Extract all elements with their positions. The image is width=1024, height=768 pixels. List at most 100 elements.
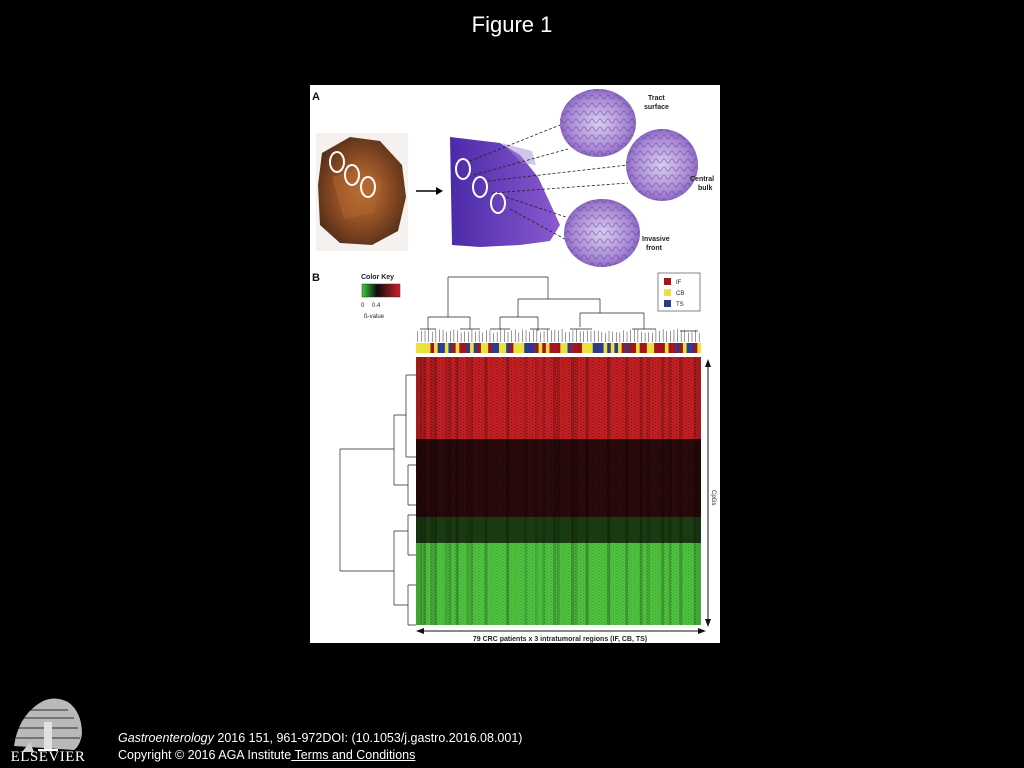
- invasive-front-slide: [564, 199, 640, 267]
- region-cell: [426, 343, 431, 353]
- region-cell: [423, 343, 428, 353]
- region-cell: [589, 343, 593, 353]
- region-cell: [542, 343, 547, 353]
- footer: Gastroenterology 2016 151, 961-972DOI: (…: [118, 730, 522, 764]
- region-cell: [585, 343, 590, 353]
- region-cell: [517, 343, 521, 353]
- region-cell: [416, 343, 420, 353]
- publisher-name: ELSEVIER: [10, 749, 86, 765]
- heatmap-columns: [416, 357, 701, 625]
- heatmap-column: [697, 357, 701, 625]
- region-cell: [563, 343, 568, 353]
- region-cell: [419, 343, 424, 353]
- label-bulk: bulk: [698, 185, 712, 192]
- heatmap-column: [553, 357, 556, 625]
- region-cell: [531, 343, 536, 353]
- terms-link[interactable]: Terms and Conditions: [291, 748, 416, 762]
- heatmap-column: [571, 357, 575, 625]
- region-cell: [441, 343, 446, 353]
- central-bulk-slide: [626, 129, 698, 201]
- region-cell: [693, 343, 698, 353]
- region-cell: [473, 343, 478, 353]
- heatmap-column: [470, 357, 473, 625]
- region-cell: [491, 343, 496, 353]
- region-cell: [484, 343, 489, 353]
- legend-swatch-if: [664, 278, 671, 285]
- region-cell: [675, 343, 680, 353]
- label-surface: surface: [644, 104, 669, 111]
- tract-surface-slide: [560, 89, 636, 157]
- color-key-tick-0: 0: [361, 303, 365, 309]
- region-cell: [603, 343, 608, 353]
- y-axis-label: CpGs: [710, 490, 716, 505]
- heatmap-column: [430, 357, 434, 625]
- region-cell: [672, 343, 676, 353]
- he-section: [450, 137, 560, 247]
- region-cell: [567, 343, 572, 353]
- region-cell: [430, 343, 435, 353]
- cpgs-axis: CpGs: [705, 359, 716, 627]
- heatmap-column: [607, 357, 611, 625]
- citation: Gastroenterology 2016 151, 961-972DOI: (…: [118, 730, 522, 747]
- heatmap-column: [444, 357, 448, 625]
- region-cell: [437, 343, 442, 353]
- region-cell: [664, 343, 669, 353]
- region-cell: [679, 343, 684, 353]
- region-cell: [646, 343, 651, 353]
- region-cell: [498, 343, 503, 353]
- region-cell: [502, 343, 507, 353]
- region-cell: [538, 343, 543, 353]
- citation-journal: Gastroenterology: [118, 731, 214, 745]
- region-cell: [488, 343, 492, 353]
- region-cell: [610, 343, 615, 353]
- heatmap-column: [693, 357, 697, 625]
- region-cell: [444, 343, 449, 353]
- region-cell: [643, 343, 648, 353]
- heatmap-column: [556, 357, 560, 625]
- region-cell: [553, 343, 557, 353]
- heatmap-column: [574, 357, 578, 625]
- panel-b-letter: B: [312, 272, 320, 284]
- zoom-lines: [469, 124, 629, 244]
- color-key-tick-1: 0.4: [372, 303, 381, 309]
- region-cell: [535, 343, 539, 353]
- heatmap-column: [419, 357, 423, 625]
- legend-label-cb: CB: [676, 291, 684, 297]
- legend-swatch-ts: [664, 300, 671, 307]
- heatmap-column: [434, 357, 437, 625]
- region-cell: [506, 343, 510, 353]
- region-cell: [618, 343, 622, 353]
- color-key-title: Color Key: [361, 274, 394, 281]
- arrow-right-icon: [416, 187, 443, 195]
- region-cell: [477, 343, 482, 353]
- copyright-text: Copyright © 2016 AGA Institute: [118, 748, 292, 762]
- heatmap-column: [423, 357, 427, 625]
- region-cell: [520, 343, 525, 353]
- region-cell: [650, 343, 655, 353]
- patients-axis: 79 CRC patients x 3 intratumoral regions…: [416, 628, 706, 643]
- legend-label-if: IF: [676, 280, 682, 286]
- region-cell: [466, 343, 471, 353]
- region-cell: [625, 343, 630, 353]
- region-cell: [470, 343, 474, 353]
- region-cell: [682, 343, 687, 353]
- legend-swatch-cb: [664, 289, 671, 296]
- region-cell: [621, 343, 626, 353]
- region-cell: [632, 343, 637, 353]
- region-cell: [571, 343, 575, 353]
- region-cell: [459, 343, 464, 353]
- region-annotation-bar: [416, 343, 702, 353]
- column-dendrogram: [420, 276, 698, 332]
- region-cell: [599, 343, 604, 353]
- heatmap-column: [661, 357, 665, 625]
- region-cell: [452, 343, 456, 353]
- heatmap-column: [416, 357, 419, 625]
- region-cell: [607, 343, 612, 353]
- heatmap-column: [639, 357, 643, 625]
- panel-a-letter: A: [312, 91, 320, 103]
- label-tract: Tract: [648, 95, 665, 102]
- color-key: Color Key 0 0.4 ß-value: [361, 274, 401, 320]
- copyright-line: Copyright © 2016 AGA Institute Terms and…: [118, 747, 522, 764]
- heatmap-column: [668, 357, 672, 625]
- label-central: Central: [690, 176, 714, 183]
